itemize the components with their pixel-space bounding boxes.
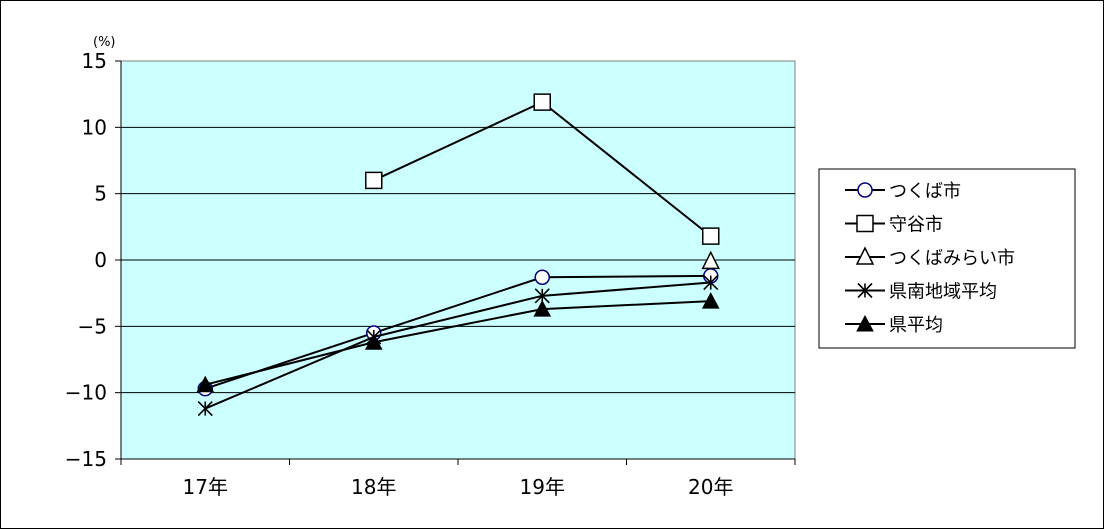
gridlines <box>121 126 795 394</box>
y-tick-label: −5 <box>78 314 107 338</box>
data-point <box>533 300 552 317</box>
data-point <box>701 250 720 270</box>
y-unit-label: (%) <box>93 35 116 50</box>
data-point <box>701 292 720 309</box>
data-point <box>534 269 550 285</box>
x-tick-label: 18年 <box>351 475 396 499</box>
y-tick-label: −10 <box>65 381 107 405</box>
data-point <box>365 171 383 190</box>
data-point <box>197 401 213 417</box>
data-point <box>703 274 719 291</box>
data-point <box>702 227 720 245</box>
legend-item: つくばみらい市 <box>845 246 1015 269</box>
legend-marker <box>856 214 874 233</box>
legend-label: つくばみらい市 <box>889 248 1015 269</box>
legend-item: 県平均 <box>845 314 943 336</box>
x-tick-label: 20年 <box>688 475 733 499</box>
series-line <box>204 281 711 410</box>
data-point <box>196 375 215 393</box>
series-group <box>196 93 720 417</box>
x-tick-label: 19年 <box>520 475 565 499</box>
series-3 <box>701 250 720 270</box>
legend-item: 県南地域平均 <box>845 282 997 303</box>
y-tick-label: 0 <box>94 248 107 272</box>
series-line <box>204 274 711 390</box>
legend-label: 県南地域平均 <box>889 282 997 303</box>
y-axis: 15 10 5 0 −5 −10 −15 <box>65 49 122 471</box>
x-axis: 17年 18年 19年 20年 <box>120 458 796 499</box>
legend-marker <box>857 182 873 198</box>
y-tick-label: 5 <box>94 182 107 206</box>
legend-marker <box>855 246 875 265</box>
y-tick-label: 10 <box>82 115 107 139</box>
legend-item: 守谷市 <box>845 215 943 236</box>
series-5 <box>196 292 720 393</box>
series-line <box>205 300 711 386</box>
x-tick-label: 17年 <box>183 475 228 499</box>
legend-label: 守谷市 <box>889 215 943 236</box>
legend-item: つくば市 <box>845 181 961 202</box>
legend-marker <box>857 282 873 299</box>
legend-label: つくば市 <box>889 181 961 202</box>
series-2 <box>365 93 720 245</box>
legend-marker <box>856 314 874 332</box>
legend-label: 県平均 <box>889 315 943 336</box>
y-tick-label: 15 <box>82 49 107 73</box>
series-4 <box>197 274 719 417</box>
data-point <box>533 93 551 111</box>
data-point <box>364 333 383 350</box>
y-tick-label: −15 <box>65 447 107 471</box>
